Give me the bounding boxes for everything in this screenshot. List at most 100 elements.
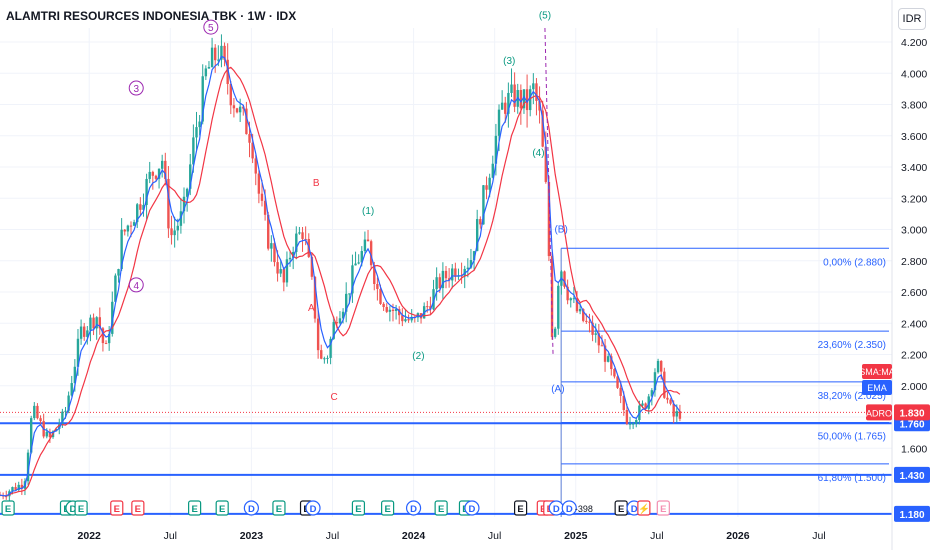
candle-body — [488, 177, 491, 190]
candle-body — [33, 405, 36, 419]
event-marker-dividend — [464, 500, 480, 516]
wave-label: (4) — [532, 148, 544, 159]
candle-body — [529, 89, 532, 111]
ticker-tag-text: ADRO — [866, 408, 892, 418]
y-tick-label: 2.400 — [901, 318, 927, 330]
event-marker-text: E — [191, 504, 197, 515]
candle-body — [76, 338, 80, 367]
candle-body — [504, 102, 507, 114]
candle-body — [472, 251, 476, 261]
candle-body — [373, 265, 376, 284]
candle-body — [107, 333, 111, 344]
candle-body — [157, 168, 161, 179]
horizontal-levels[interactable] — [0, 411, 892, 515]
candle-body — [92, 317, 95, 329]
candle-body — [117, 269, 120, 276]
event-marker-dividend — [243, 500, 259, 516]
event-marker-text: D — [410, 504, 417, 515]
candle-body — [631, 423, 635, 425]
candle-body — [313, 276, 317, 319]
candle-body — [482, 185, 485, 225]
candle-body — [323, 358, 326, 360]
candle-body — [647, 396, 650, 409]
fib-level-label: 0,00% (2.880) — [823, 257, 886, 268]
candle-body — [14, 487, 17, 490]
candle-body — [669, 399, 672, 404]
candle-body — [73, 366, 77, 384]
candle-body — [497, 109, 501, 136]
x-tick-label: Jul — [488, 530, 501, 542]
candle-body — [522, 89, 526, 109]
event-marker-earnings — [188, 500, 202, 516]
candle-body — [616, 376, 619, 388]
candle-body — [310, 256, 314, 277]
y-tick-label: 3.800 — [901, 100, 927, 112]
candle-body — [189, 164, 192, 189]
candle-body — [70, 383, 73, 396]
candle-body — [232, 105, 236, 109]
event-marker-text: D — [310, 504, 317, 515]
event-marker-text: D — [248, 504, 255, 515]
candle-body — [298, 232, 301, 234]
candle-body — [242, 106, 245, 109]
event-marker-text: E — [5, 504, 11, 515]
x-tick-label: Jul — [164, 530, 177, 542]
candle-body — [279, 269, 282, 274]
y-tick-label: 3.000 — [901, 225, 927, 237]
candle-body — [525, 89, 529, 111]
candle-body — [17, 484, 20, 490]
candle-body — [675, 411, 678, 417]
candle-body — [600, 345, 604, 347]
candle-body — [167, 178, 170, 229]
candle-body — [111, 301, 114, 334]
time-axis[interactable]: 2022 Jul 2023 Jul 2024 Jul 2025 Jul 2026 Jul — [78, 530, 826, 542]
wave-label: C — [330, 392, 337, 403]
candle-body — [185, 188, 189, 197]
wave-label: B — [313, 178, 320, 189]
candle-body — [151, 171, 155, 176]
candle-body — [678, 411, 682, 419]
candle-body — [273, 243, 276, 263]
candle-body — [104, 343, 108, 345]
y-tick-label: 2.600 — [901, 287, 927, 299]
candle-body — [510, 84, 513, 93]
wave-label: 3 — [133, 84, 139, 95]
fib-level-label: 23,60% (2.350) — [818, 340, 886, 351]
candle-body — [653, 372, 657, 391]
candle-body — [376, 283, 379, 289]
candle-body — [479, 219, 482, 225]
candle-body — [207, 67, 211, 69]
candle-body — [251, 142, 254, 159]
candle-body — [394, 309, 398, 312]
event-marker-text: D — [469, 504, 476, 515]
candle-body — [67, 395, 70, 411]
event-marker-text: D — [553, 504, 560, 515]
candle-body — [369, 241, 373, 266]
x-tick-label: 2022 — [78, 530, 102, 542]
currency-button[interactable]: IDR — [898, 8, 926, 30]
event-marker-earnings — [74, 500, 88, 516]
candle-body — [491, 163, 494, 178]
wave-label: (A) — [551, 384, 564, 395]
candle-body — [407, 319, 410, 321]
candle-body — [513, 84, 516, 107]
candle-body — [235, 108, 239, 113]
event-marker-dividend — [405, 500, 422, 516]
candle-body — [83, 326, 86, 337]
candle-body — [260, 193, 264, 201]
event-marker-text: E — [660, 504, 666, 515]
candle-body — [388, 309, 392, 312]
event-marker-text: E — [384, 504, 390, 515]
candle-body — [444, 270, 448, 279]
candle-body — [11, 487, 14, 492]
level-price-text: 1.760 — [899, 419, 924, 430]
fibonacci-retracement[interactable]: 0,00% (2.880) 23,60% (2.350) 38,20% (2.025… — [560, 247, 889, 517]
candle-body — [142, 205, 145, 210]
candle-body — [326, 357, 329, 359]
candle-body — [563, 271, 566, 287]
event-marker-text: E — [618, 504, 624, 515]
candle-body — [123, 229, 126, 232]
candle-body — [201, 76, 204, 122]
event-markers[interactable]: EEDEEEEEDEEDEEDEEDEEEDDED⚡E-398 — [1, 500, 670, 516]
